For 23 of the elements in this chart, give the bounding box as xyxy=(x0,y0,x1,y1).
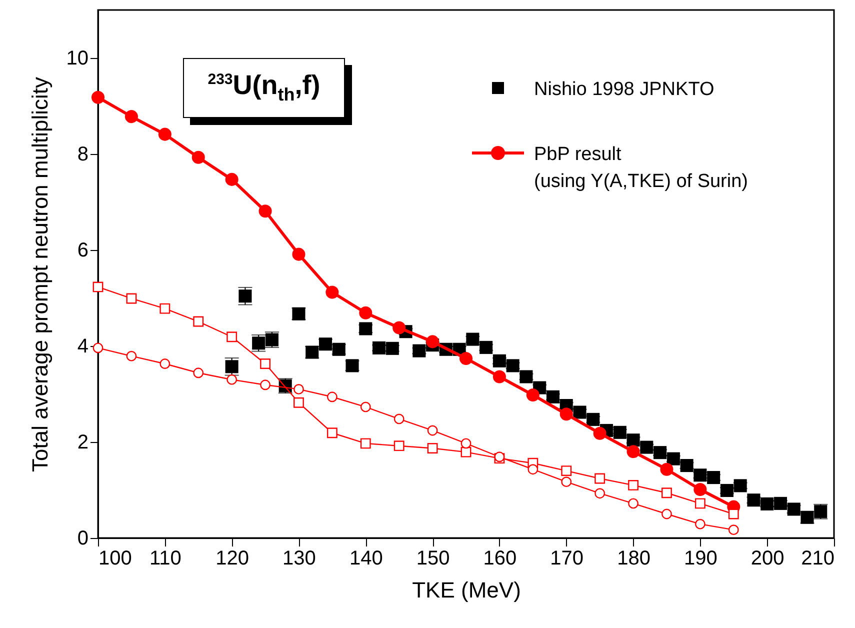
y-tick-label: 2 xyxy=(77,432,88,454)
y-tick-label: 0 xyxy=(77,528,88,550)
legend-label: Nishio 1998 JPNKTO xyxy=(534,78,716,102)
x-tick-label: 150 xyxy=(416,548,450,570)
x-tick-label: 100 xyxy=(98,548,132,570)
x-tick-label: 210 xyxy=(801,548,834,570)
y-tick-label: 4 xyxy=(77,336,88,358)
x-tick-label: 160 xyxy=(483,548,517,570)
x-tick-label: 120 xyxy=(216,548,250,570)
x-axis-title: TKE (MeV) xyxy=(412,578,521,602)
x-tick-label: 110 xyxy=(149,548,182,570)
y-tick-label: 8 xyxy=(77,144,88,166)
y-tick-label: 10 xyxy=(66,48,88,70)
x-tick-label: 200 xyxy=(750,548,784,570)
x-tick-label: 180 xyxy=(617,548,650,570)
annotation: $^{233}$U(n$_{th}$,f) xyxy=(208,70,320,106)
legend-label: PbP result (using Y(A,TKE) of Surin) xyxy=(534,143,750,194)
y-tick-label: 6 xyxy=(77,240,88,262)
y-axis-title: Total average prompt neutron multiplicity xyxy=(27,77,52,472)
x-tick-label: 170 xyxy=(550,548,584,570)
x-tick-label: 140 xyxy=(349,548,383,570)
x-tick-label: 190 xyxy=(684,548,718,570)
x-tick-label: 130 xyxy=(282,548,316,570)
